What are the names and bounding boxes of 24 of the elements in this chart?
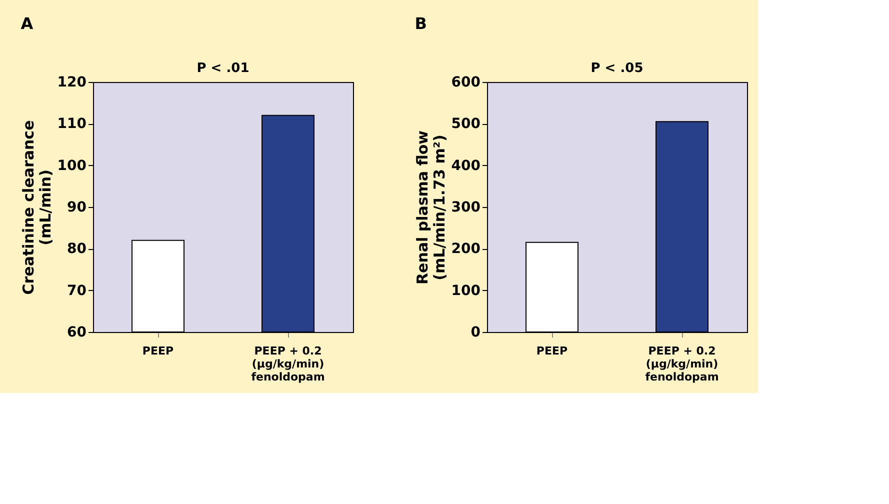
y-tick-label: 400 [451, 158, 481, 174]
y-axis-title: Renal plasma flow (mL/min/1.73 m²) [413, 130, 448, 285]
y-tick-label: 70 [67, 282, 87, 299]
y-tick-label: 80 [67, 241, 87, 258]
chart-title: B [414, 14, 427, 33]
x-tick-label: PEEP + 0.2 (μg/kg/min) fenoldopam [251, 344, 325, 384]
y-tick-label: 500 [451, 116, 481, 132]
y-tick-label: 110 [57, 116, 87, 132]
y-tick-label: 200 [451, 241, 481, 258]
y-tick-label: 120 [57, 74, 87, 90]
y-tick-label: 90 [67, 200, 87, 216]
chart-title: A [20, 14, 34, 33]
y-tick-label: 600 [451, 74, 481, 90]
text: P < .01 [196, 61, 250, 76]
y-tick-label: 100 [451, 282, 481, 299]
y-tick-label: 60 [67, 324, 87, 340]
y-tick-label: 300 [451, 200, 481, 216]
y-tick-label: 100 [57, 158, 87, 174]
y-tick-label: 0 [470, 324, 481, 340]
y-axis-title: Creatinine clearance (mL/min) [19, 120, 54, 295]
text: P < .05 [590, 61, 644, 76]
x-tick-label: PEEP [536, 344, 568, 358]
x-tick-label: PEEP + 0.2 (μg/kg/min) fenoldopam [645, 344, 719, 384]
x-tick-label: PEEP [142, 344, 174, 358]
